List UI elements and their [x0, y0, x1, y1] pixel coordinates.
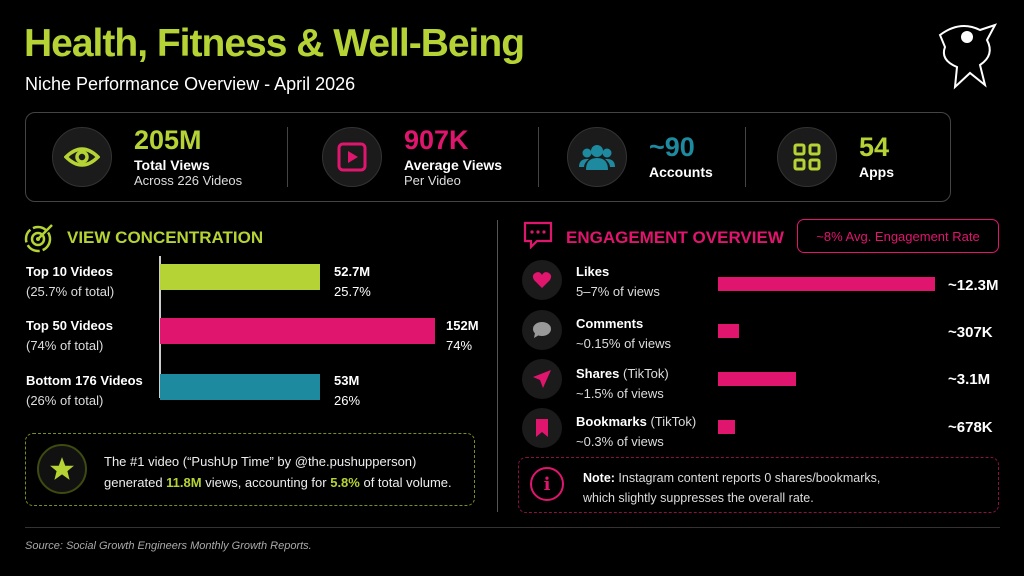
- superhero-logo-icon: [938, 23, 998, 90]
- stat-total-views: 205M Total Views Across 226 Videos: [52, 113, 242, 201]
- value-likes: ~12.3M: [948, 277, 999, 294]
- play-icon: [322, 127, 382, 187]
- axis-line: [159, 256, 161, 398]
- footer-divider: [25, 527, 1000, 528]
- value-top50: 152M 74%: [446, 318, 479, 353]
- note-text: Note: Instagram content reports 0 shares…: [583, 471, 881, 505]
- bar-likes: [718, 277, 935, 291]
- eye-icon: [52, 127, 112, 187]
- stat-accounts: ~90 Accounts: [567, 113, 713, 201]
- stat-value: 54: [859, 132, 890, 162]
- engagement-label-likes: Likes 5–7% of views: [576, 264, 660, 299]
- top-video-highlight: The #1 video (“PushUp Time” by @the.push…: [25, 433, 475, 506]
- value-bookmarks: ~678K: [948, 419, 993, 436]
- apps-icon: [777, 127, 837, 187]
- row-label-bottom176: Bottom 176 Videos (26% of total): [26, 373, 143, 408]
- section-title-view-concentration: VIEW CONCENTRATION: [67, 228, 264, 247]
- bar-top50: [160, 318, 435, 344]
- heart-icon: [522, 260, 562, 300]
- star-icon: [37, 444, 87, 494]
- source-note: Source: Social Growth Engineers Monthly …: [25, 540, 312, 552]
- value-top10: 52.7M 25.7%: [334, 264, 371, 299]
- engagement-rate-badge: ~8% Avg. Engagement Rate: [797, 219, 999, 253]
- bar-top10: [160, 264, 320, 290]
- page-title: Health, Fitness & Well-Being: [24, 22, 525, 65]
- value-bottom176: 53M 26%: [334, 373, 361, 408]
- stat-label: Total Views: [134, 156, 210, 173]
- stat-sub: Per Video: [404, 172, 461, 188]
- stat-value: ~90: [649, 132, 695, 162]
- stat-sub: Across 226 Videos: [134, 172, 243, 188]
- row-label-top10: Top 10 Videos (25.7% of total): [26, 264, 115, 299]
- note-box: i Note: Instagram content reports 0 shar…: [518, 457, 999, 513]
- chat-icon: [523, 221, 553, 249]
- users-icon: [567, 127, 627, 187]
- engagement-label-comments: Comments ~0.15% of views: [576, 316, 672, 351]
- stat-label: Accounts: [649, 164, 713, 180]
- target-icon: [24, 224, 53, 253]
- highlight-text: The #1 video (“PushUp Time” by @the.push…: [104, 454, 452, 490]
- bar-comments: [718, 324, 739, 338]
- send-icon: [522, 359, 562, 399]
- section-title-engagement: ENGAGEMENT OVERVIEW: [566, 228, 784, 247]
- engagement-label-shares: Shares (TikTok) ~1.5% of views: [576, 366, 669, 401]
- value-shares: ~3.1M: [948, 371, 991, 388]
- stat-average-views: 907K Average Views Per Video: [322, 113, 502, 201]
- value-comments: ~307K: [948, 324, 993, 341]
- section-divider: [497, 220, 498, 512]
- bar-bottom176: [160, 374, 320, 400]
- bar-shares: [718, 372, 796, 386]
- bookmark-icon: [522, 408, 562, 448]
- stat-label: Average Views: [404, 156, 503, 173]
- engagement-label-bookmarks: Bookmarks (TikTok) ~0.3% of views: [576, 414, 697, 449]
- row-label-top50: Top 50 Videos (74% of total): [26, 318, 113, 353]
- stat-apps: 54 Apps: [777, 113, 894, 201]
- stat-value: 205M: [134, 124, 202, 155]
- stat-value: 907K: [404, 124, 469, 155]
- comment-icon: [522, 310, 562, 350]
- bar-bookmarks: [718, 420, 735, 434]
- stats-panel: 205M Total Views Across 226 Videos 907K Ave…: [25, 112, 951, 202]
- info-icon: i: [530, 467, 564, 501]
- stat-label: Apps: [859, 164, 894, 180]
- page-subtitle: Niche Performance Overview - April 2026: [25, 74, 356, 94]
